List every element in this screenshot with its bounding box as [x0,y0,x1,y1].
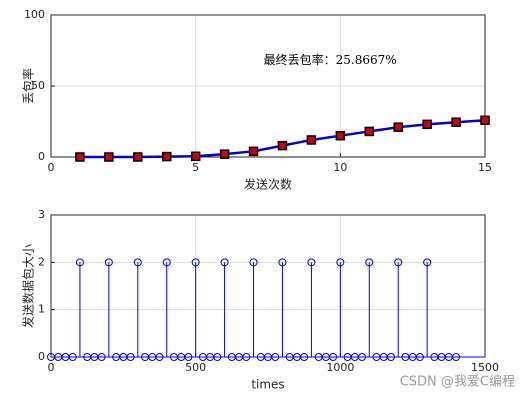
stem-marker [220,258,229,267]
marker [422,119,432,130]
stem-marker [75,258,84,267]
annotation: 最终丢包率：25.8667% [264,52,397,67]
y-tick-label: 50 [31,79,45,92]
watermark: CSDN @我爱C编程 [400,375,515,390]
marker [133,152,143,162]
x-tick-label: 5 [192,161,199,174]
stem-marker [104,258,113,267]
marker [393,122,403,132]
y-tick-label: 100 [24,8,45,21]
x-tick-label: 10 [333,161,347,174]
marker [219,149,230,159]
stem-marker [307,258,316,267]
marker [161,151,172,162]
x-axis-label: 发送次数 [244,177,292,192]
stem-marker [162,258,171,267]
plot-area [51,215,485,357]
marker [335,130,346,141]
stem-marker [249,258,258,267]
x-axis-label: times [251,378,284,392]
y-tick-label: 0 [38,350,45,363]
marker [451,117,461,127]
marker [277,140,288,151]
x-tick-label: 1000 [326,361,354,374]
stem-marker [336,258,345,267]
x-tick-label: 500 [185,361,206,374]
stem-marker [278,258,287,267]
marker [306,135,317,145]
marker [248,146,259,157]
axes-box [50,14,486,158]
stem-marker [191,258,200,267]
y-axis-label: 发送数据包大小 [21,244,36,328]
x-tick-label: 0 [48,361,55,374]
x-tick-label: 1500 [471,361,499,374]
y-tick-label: 0 [38,150,45,163]
marker [190,151,201,162]
stem-marker [423,258,432,267]
y-tick-label: 2 [38,255,45,268]
marker [480,115,490,126]
marker [364,126,375,137]
marker [75,152,85,162]
y-tick-label: 3 [38,208,45,221]
stem-marker [394,258,403,267]
x-tick-label: 0 [48,161,55,174]
y-axis-label: 丢包率 [21,68,36,104]
stem-marker [365,258,374,267]
x-tick-label: 15 [478,161,492,174]
stem-marker [133,258,142,267]
y-tick-label: 1 [38,303,45,316]
marker [104,152,114,162]
